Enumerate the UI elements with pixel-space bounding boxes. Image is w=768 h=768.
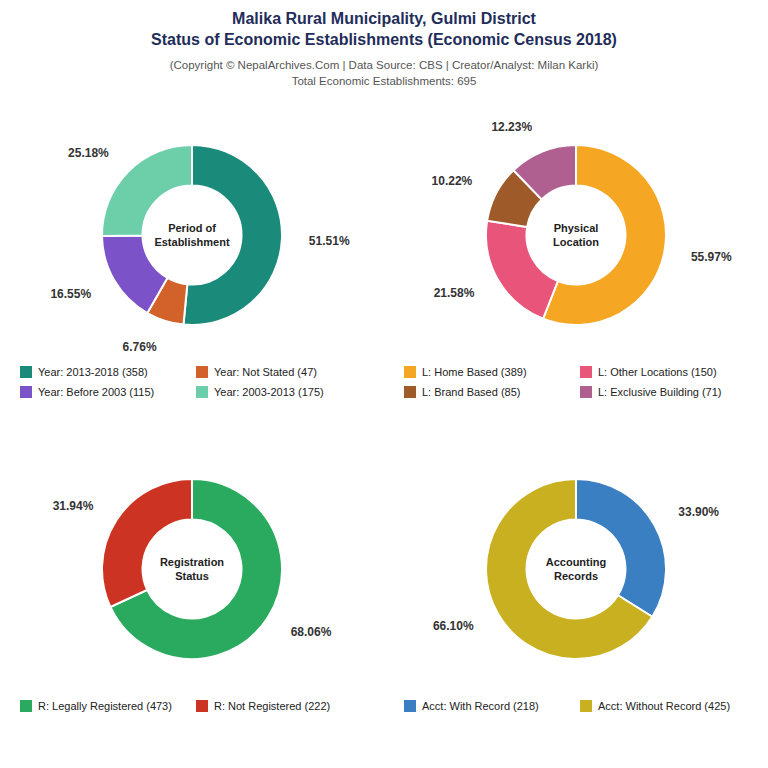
slices <box>102 145 282 325</box>
legend-swatch <box>196 700 208 712</box>
donut-center-label: AccountingRecords <box>546 556 607 582</box>
legend-entry: L: Other Locations (150) <box>598 366 717 378</box>
legend-swatch <box>196 366 208 378</box>
data-label: 21.58% <box>434 286 475 300</box>
legend-entry: L: Exclusive Building (71) <box>598 386 722 398</box>
legend-swatch <box>404 366 416 378</box>
legend-swatch <box>580 386 592 398</box>
donut-panel: 51.51% 6.76% 16.55% 25.18% Period ofEstablis… <box>20 145 350 398</box>
legend-entry: L: Home Based (389) <box>422 366 527 378</box>
donut-panel: 68.06% 31.94% RegistrationStatus R: Legally… <box>20 479 332 712</box>
donut-center-label: Period ofEstablishment <box>154 222 230 248</box>
legend-entry: Acct: With Record (218) <box>422 700 539 712</box>
data-label: 10.22% <box>432 174 473 188</box>
legend-swatch <box>20 386 32 398</box>
legend: Year: 2013-2018 (358) Year: Not Stated (4… <box>20 366 324 398</box>
data-label: 31.94% <box>53 499 94 513</box>
legend: Acct: With Record (218) Acct: Without Rec… <box>404 700 730 712</box>
donut-panel: 33.90% 66.10% AccountingRecords Acct: With … <box>404 479 730 712</box>
legend-swatch <box>20 366 32 378</box>
title: Malika Rural Municipality, Gulmi Distric… <box>151 10 617 48</box>
legend-swatch <box>404 386 416 398</box>
data-label: 25.18% <box>68 146 109 160</box>
slices <box>486 145 666 325</box>
legend-entry: Year: 2013-2018 (358) <box>38 366 148 378</box>
data-label: 55.97% <box>691 250 732 264</box>
donut-slice <box>102 479 192 607</box>
chart-canvas: Malika Rural Municipality, Gulmi Distric… <box>0 0 768 768</box>
donut-slice <box>486 221 558 319</box>
legend-swatch <box>20 700 32 712</box>
data-label: 51.51% <box>309 234 350 248</box>
donut-slice <box>486 479 652 659</box>
data-label: 6.76% <box>123 340 157 354</box>
legend-swatch <box>580 700 592 712</box>
data-label: 12.23% <box>491 120 532 134</box>
slices <box>102 479 282 659</box>
data-label: 16.55% <box>50 287 91 301</box>
legend: R: Legally Registered (473) R: Not Regist… <box>20 700 330 712</box>
legend-swatch <box>196 386 208 398</box>
data-label: 68.06% <box>291 625 332 639</box>
legend: L: Home Based (389) L: Other Locations (1… <box>404 366 722 398</box>
data-label: 33.90% <box>678 505 719 519</box>
slices <box>486 479 666 659</box>
donut-panel: 55.97% 21.58% 10.22% 12.23% PhysicalLocation… <box>404 120 732 398</box>
donut-slice <box>513 145 576 199</box>
legend-entry: Year: Not Stated (47) <box>214 366 317 378</box>
legend-entry: Year: 2003-2013 (175) <box>214 386 324 398</box>
legend-entry: L: Brand Based (85) <box>422 386 520 398</box>
donut-slice <box>183 145 282 325</box>
data-label: 66.10% <box>433 619 474 633</box>
subtitle: (Copyright © NepalArchives.Com | Data So… <box>170 59 599 87</box>
legend-entry: R: Legally Registered (473) <box>38 700 172 712</box>
legend-entry: Year: Before 2003 (115) <box>38 386 154 398</box>
legend-entry: R: Not Registered (222) <box>214 700 330 712</box>
legend-swatch <box>404 700 416 712</box>
donut-center-label: PhysicalLocation <box>553 222 599 248</box>
legend-entry: Acct: Without Record (425) <box>598 700 730 712</box>
legend-swatch <box>580 366 592 378</box>
donut-center-label: RegistrationStatus <box>160 556 224 582</box>
